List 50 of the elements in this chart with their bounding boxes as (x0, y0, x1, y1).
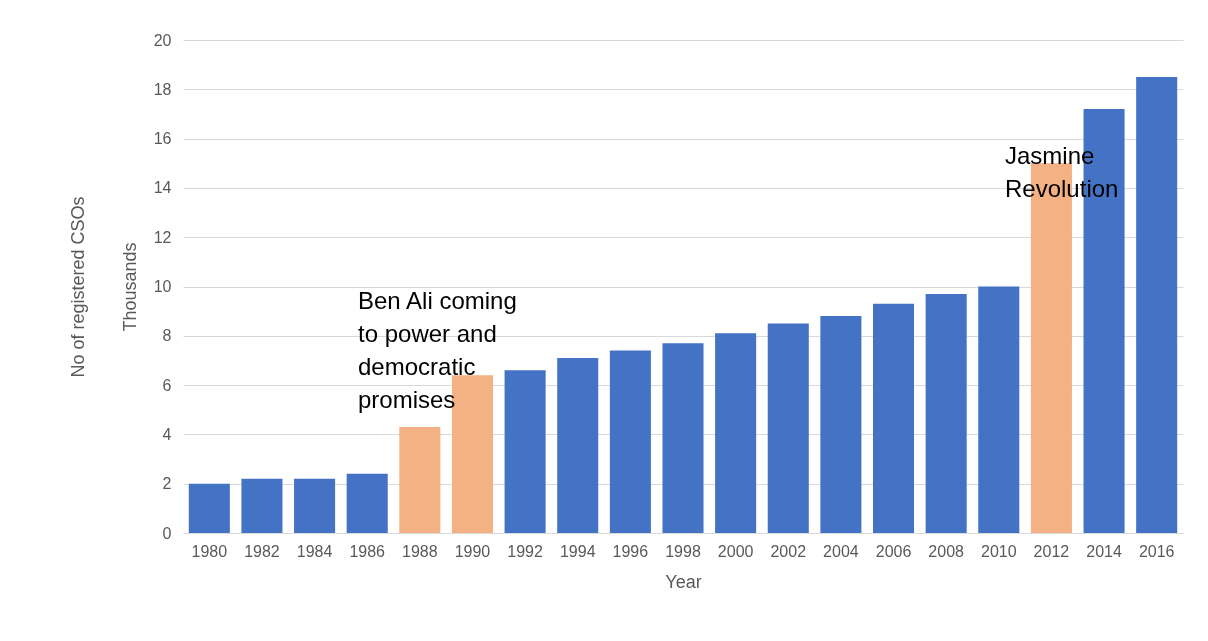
bar (873, 303, 915, 533)
y-axis-title: No of registered CSOs (67, 196, 88, 378)
x-tick-label: 2016 (1138, 542, 1175, 560)
y-tick-label: 18 (153, 80, 172, 98)
x-tick-label: 1984 (296, 542, 333, 560)
bar (1136, 76, 1178, 533)
y-tick-label: 4 (162, 425, 172, 443)
x-tick-label: 2014 (1086, 542, 1122, 560)
x-tick-label: 1998 (665, 542, 701, 560)
bar (925, 293, 967, 533)
annotation: Ben Ali coming to power and democratic promises (358, 287, 517, 413)
x-tick-label: 1994 (559, 542, 596, 560)
y-tick-label: 20 (153, 31, 172, 49)
y-tick-label: 2 (162, 475, 172, 493)
bar (241, 478, 283, 533)
y-tick-label: 14 (153, 179, 172, 197)
bar (294, 478, 336, 533)
x-tick-label: 1986 (349, 542, 386, 560)
bar (820, 316, 862, 533)
x-tick-label: 1990 (454, 542, 491, 560)
y-tick-label: 12 (153, 228, 172, 246)
x-tick-label: 1982 (244, 542, 280, 560)
bar (346, 473, 388, 533)
text: Thousands (119, 242, 140, 332)
y-tick-label: 0 (162, 524, 172, 542)
y-tick-label: 16 (153, 130, 172, 148)
x-tick-label: 2008 (928, 542, 965, 560)
bar (557, 357, 599, 533)
x-tick-label: 2010 (980, 542, 1017, 560)
bar (188, 483, 230, 533)
x-tick-label: 1988 (402, 542, 438, 560)
bar (715, 333, 757, 533)
x-tick-label: 1996 (612, 542, 649, 560)
bar (399, 427, 441, 533)
bar (767, 323, 809, 533)
bar (504, 370, 546, 533)
y-tick-label: 10 (153, 278, 172, 295)
x-tick-label: 2004 (823, 542, 859, 560)
x-tick-label: 2002 (770, 542, 807, 560)
x-tick-label: 2000 (717, 542, 754, 560)
bar (662, 343, 704, 533)
bar (978, 286, 1020, 533)
x-tick-label: 1992 (507, 542, 543, 560)
y-tick-label: 8 (162, 327, 172, 345)
x-tick-label: 1980 (191, 542, 228, 560)
bar (609, 350, 651, 533)
x-tick-label: 2012 (1033, 542, 1070, 560)
y-tick-label: 6 (162, 376, 172, 394)
x-axis-title: Year (665, 571, 702, 592)
x-tick-label: 2006 (875, 542, 912, 560)
